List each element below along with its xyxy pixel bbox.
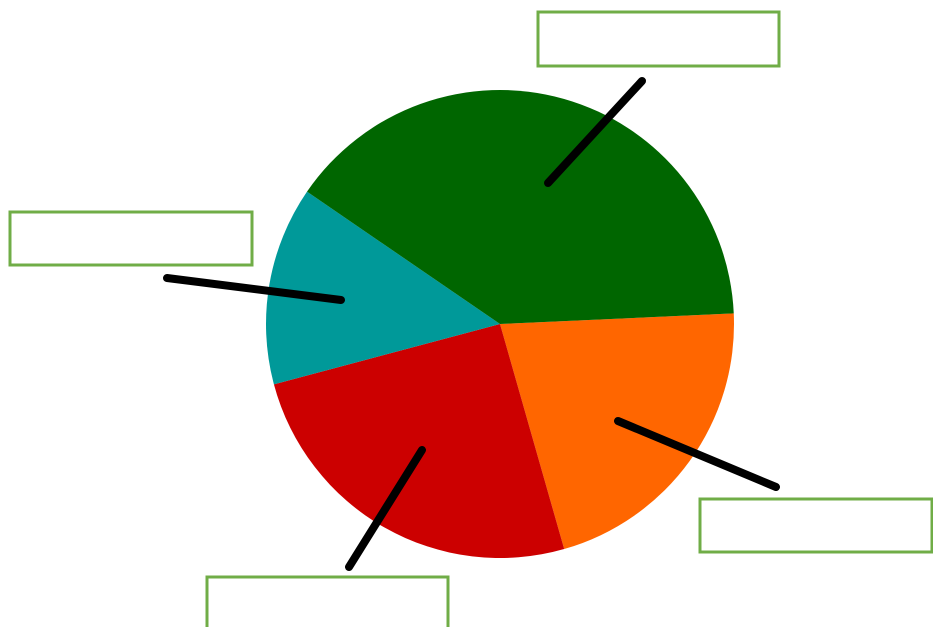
leader-line: [614, 417, 780, 491]
slice-label-box: [536, 10, 781, 68]
slice-label-box: [8, 210, 254, 267]
leader-line: [544, 77, 646, 187]
pie-slice: [307, 90, 734, 325]
pie-slice: [266, 191, 500, 385]
slice-label-box: [205, 575, 450, 627]
leader-line: [163, 274, 345, 304]
leader-line: [345, 446, 426, 571]
pie-slices: [266, 90, 735, 558]
pie-callouts: [8, 10, 933, 627]
pie-slice: [500, 313, 735, 550]
slice-label-box: [698, 497, 933, 554]
pie-slice: [273, 324, 565, 558]
